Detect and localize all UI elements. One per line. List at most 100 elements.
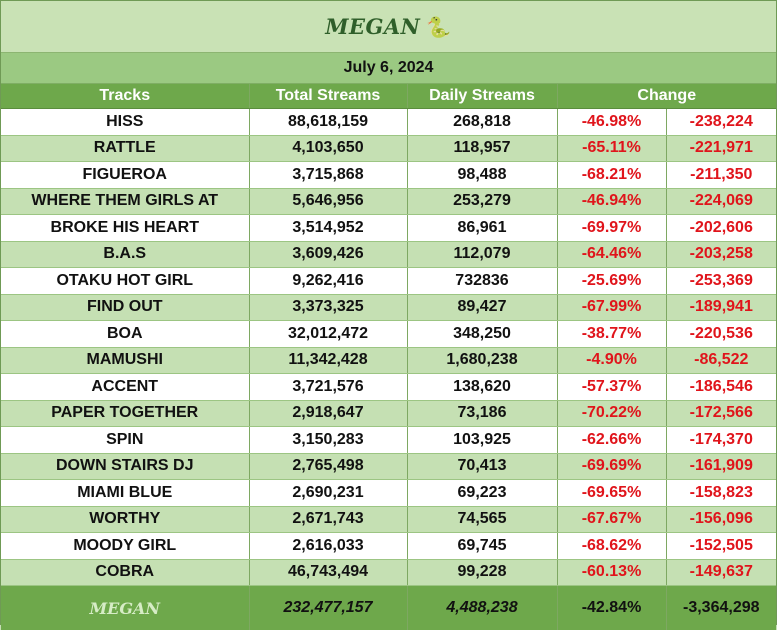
- daily-streams: 70,413: [407, 453, 557, 480]
- artist-title: MEGAN🐍: [325, 14, 452, 39]
- total-streams: 9,262,416: [249, 268, 407, 295]
- daily-streams: 103,925: [407, 427, 557, 454]
- track-name: SPIN: [1, 427, 249, 454]
- change-absolute: -86,522: [666, 347, 776, 374]
- total-streams: 2,918,647: [249, 400, 407, 427]
- change-percent: -46.98%: [557, 109, 666, 136]
- change-percent: -62.66%: [557, 427, 666, 454]
- totals-total-streams: 232,477,157: [249, 586, 407, 630]
- change-percent: -57.37%: [557, 374, 666, 401]
- change-absolute: -149,637: [666, 559, 776, 586]
- change-percent: -69.69%: [557, 453, 666, 480]
- totals-daily-streams: 4,488,238: [407, 586, 557, 630]
- total-streams: 4,103,650: [249, 135, 407, 162]
- daily-streams: 69,745: [407, 533, 557, 560]
- daily-streams: 74,565: [407, 506, 557, 533]
- track-name: WORTHY: [1, 506, 249, 533]
- track-name: BOA: [1, 321, 249, 348]
- totals-row: MEGAN 232,477,157 4,488,238 -42.84% -3,3…: [1, 586, 776, 630]
- column-header-daily-streams: Daily Streams: [407, 84, 557, 109]
- change-absolute: -189,941: [666, 294, 776, 321]
- total-streams: 46,743,494: [249, 559, 407, 586]
- change-absolute: -211,350: [666, 162, 776, 189]
- change-percent: -64.46%: [557, 241, 666, 268]
- daily-streams: 99,228: [407, 559, 557, 586]
- daily-streams: 118,957: [407, 135, 557, 162]
- track-name: ACCENT: [1, 374, 249, 401]
- track-name: MAMUSHI: [1, 347, 249, 374]
- snake-icon: 🐍: [426, 15, 451, 39]
- change-percent: -25.69%: [557, 268, 666, 295]
- change-absolute: -186,546: [666, 374, 776, 401]
- total-streams: 88,618,159: [249, 109, 407, 136]
- change-absolute: -253,369: [666, 268, 776, 295]
- table-header-row: Tracks Total Streams Daily Streams Chang…: [1, 84, 776, 109]
- daily-streams: 253,279: [407, 188, 557, 215]
- change-percent: -69.65%: [557, 480, 666, 507]
- total-streams: 3,150,283: [249, 427, 407, 454]
- track-name: HISS: [1, 109, 249, 136]
- track-name: BROKE HIS HEART: [1, 215, 249, 242]
- daily-streams: 86,961: [407, 215, 557, 242]
- totals-change-percent: -42.84%: [557, 586, 666, 630]
- total-streams: 2,690,231: [249, 480, 407, 507]
- column-header-total-streams: Total Streams: [249, 84, 407, 109]
- streams-table: Tracks Total Streams Daily Streams Chang…: [1, 84, 776, 630]
- daily-streams: 268,818: [407, 109, 557, 136]
- change-percent: -68.62%: [557, 533, 666, 560]
- daily-streams: 73,186: [407, 400, 557, 427]
- change-percent: -60.13%: [557, 559, 666, 586]
- change-absolute: -220,536: [666, 321, 776, 348]
- track-name: RATTLE: [1, 135, 249, 162]
- change-absolute: -202,606: [666, 215, 776, 242]
- track-name: WHERE THEM GIRLS AT: [1, 188, 249, 215]
- report-date: July 6, 2024: [344, 59, 434, 77]
- artist-name: MEGAN: [325, 14, 420, 39]
- change-absolute: -238,224: [666, 109, 776, 136]
- track-name: FIGUEROA: [1, 162, 249, 189]
- daily-streams: 112,079: [407, 241, 557, 268]
- change-percent: -69.97%: [557, 215, 666, 242]
- total-streams: 3,373,325: [249, 294, 407, 321]
- total-streams: 2,671,743: [249, 506, 407, 533]
- change-percent: -70.22%: [557, 400, 666, 427]
- change-percent: -4.90%: [557, 347, 666, 374]
- total-streams: 3,514,952: [249, 215, 407, 242]
- total-streams: 2,616,033: [249, 533, 407, 560]
- column-header-tracks: Tracks: [1, 84, 249, 109]
- track-name: MIAMI BLUE: [1, 480, 249, 507]
- date-bar: July 6, 2024: [1, 53, 776, 84]
- change-absolute: -158,823: [666, 480, 776, 507]
- daily-streams: 732836: [407, 268, 557, 295]
- track-name: DOWN STAIRS DJ: [1, 453, 249, 480]
- change-absolute: -156,096: [666, 506, 776, 533]
- total-streams: 32,012,472: [249, 321, 407, 348]
- change-percent: -67.99%: [557, 294, 666, 321]
- change-percent: -65.11%: [557, 135, 666, 162]
- column-header-change: Change: [557, 84, 776, 109]
- track-name: FIND OUT: [1, 294, 249, 321]
- daily-streams: 89,427: [407, 294, 557, 321]
- change-absolute: -152,505: [666, 533, 776, 560]
- track-name: B.A.S: [1, 241, 249, 268]
- total-streams: 3,715,868: [249, 162, 407, 189]
- change-percent: -46.94%: [557, 188, 666, 215]
- track-name: PAPER TOGETHER: [1, 400, 249, 427]
- change-absolute: -203,258: [666, 241, 776, 268]
- change-percent: -67.67%: [557, 506, 666, 533]
- change-absolute: -224,069: [666, 188, 776, 215]
- track-name: MOODY GIRL: [1, 533, 249, 560]
